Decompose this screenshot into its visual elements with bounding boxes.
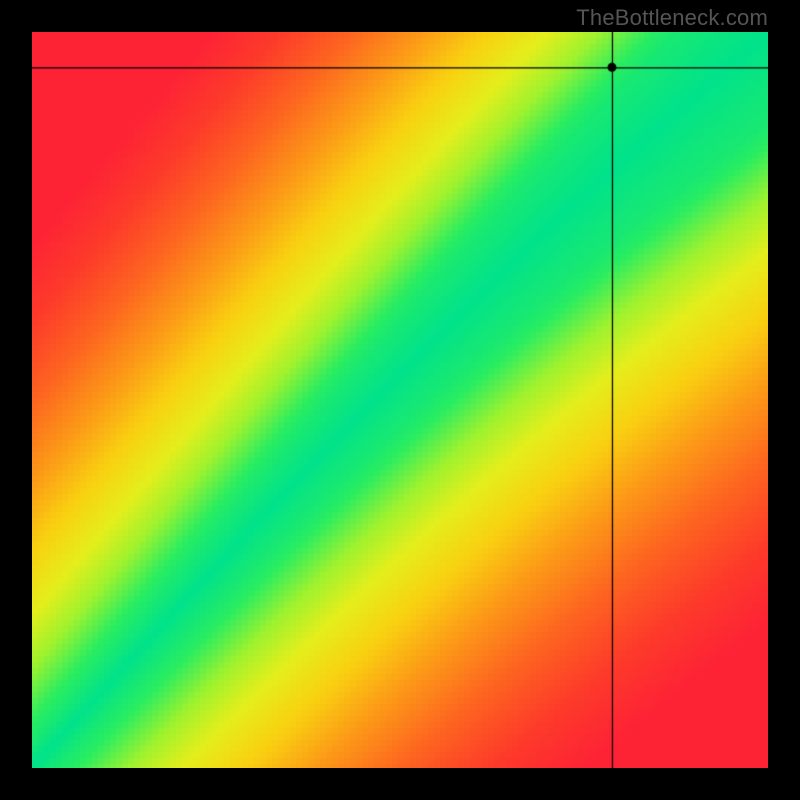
- root: TheBottleneck.com: [0, 0, 800, 800]
- heatmap-canvas: [32, 32, 768, 768]
- plot-area: [32, 32, 768, 768]
- watermark-text: TheBottleneck.com: [576, 5, 768, 31]
